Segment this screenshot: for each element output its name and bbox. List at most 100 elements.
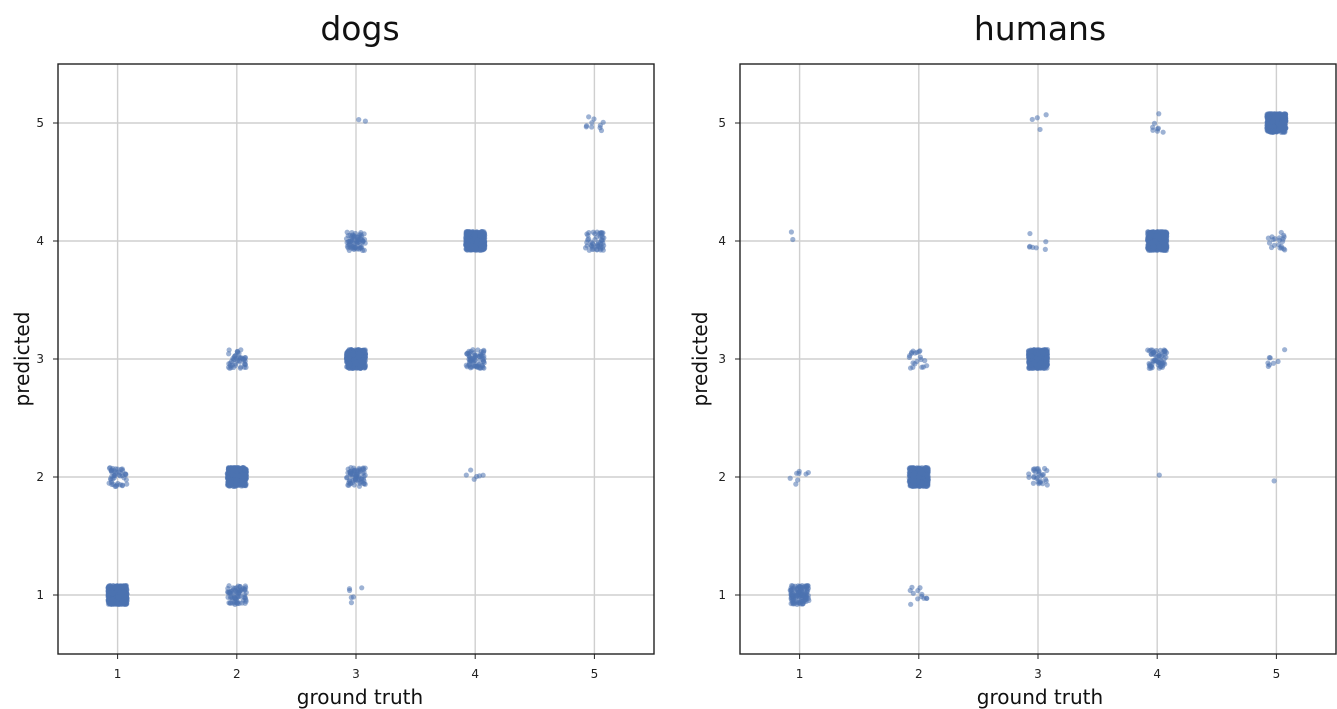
- humans-scatter-point: [1035, 466, 1041, 472]
- humans-scatter-point: [911, 465, 917, 472]
- humans-data-points: [787, 110, 1289, 608]
- dogs-scatter-point: [590, 241, 596, 247]
- humans-x-tick-label: 1: [796, 667, 804, 681]
- humans-scatter-point: [1027, 243, 1033, 249]
- dogs-scatter-point: [361, 481, 367, 487]
- dogs-scatter-point: [590, 229, 596, 235]
- humans-scatter-point: [803, 471, 809, 477]
- humans-scatter-point: [915, 588, 921, 594]
- humans-scatter-point: [1151, 120, 1158, 126]
- humans-scatter-point: [1034, 115, 1040, 121]
- humans-scatter-point: [800, 584, 806, 590]
- dogs-y-tick-label: 3: [36, 352, 44, 366]
- humans-scatter-point: [1044, 355, 1050, 361]
- dogs-scatter-point: [346, 586, 353, 592]
- humans-scatter-point: [795, 477, 801, 483]
- dogs-scatter-point: [121, 599, 127, 605]
- humans-scatter-point: [804, 583, 810, 589]
- humans-scatter-point: [1268, 244, 1275, 251]
- humans-scatter-point: [906, 354, 912, 360]
- dogs-scatter-point: [115, 600, 121, 607]
- humans-scatter-point: [1043, 112, 1049, 118]
- humans-scatter-point: [1031, 468, 1037, 474]
- dogs-scatter-point: [233, 597, 240, 603]
- humans-scatter-point: [1275, 358, 1281, 365]
- dogs-y-tick-label: 1: [36, 588, 44, 602]
- humans-scatter-point: [1037, 479, 1043, 485]
- humans-scatter-point: [1044, 482, 1050, 488]
- humans-scatter-point: [1270, 118, 1276, 124]
- humans-scatter-point: [1145, 245, 1151, 251]
- dogs-scatter-point: [111, 468, 117, 474]
- humans-scatter-point: [1026, 474, 1032, 480]
- humans-y-tick-label: 5: [718, 116, 726, 130]
- humans-scatter-point: [801, 598, 807, 604]
- humans-scatter-point: [1040, 471, 1046, 478]
- humans-scatter-point: [1029, 116, 1035, 123]
- humans-scatter-point: [1042, 246, 1048, 252]
- dogs-scatter-point: [226, 478, 233, 484]
- humans-scatter-point: [787, 475, 793, 481]
- dogs-scatter-point: [345, 482, 351, 488]
- dogs-scatter-point: [119, 482, 126, 488]
- humans-scatter-point: [1037, 126, 1043, 133]
- dogs-scatter-point: [474, 237, 480, 243]
- dogs-scatter-point: [348, 600, 355, 606]
- dogs-scatter-point: [239, 600, 245, 606]
- humans-scatter-point: [1150, 350, 1157, 356]
- dogs-scatter-point: [242, 361, 248, 368]
- humans-scatter-point: [918, 467, 924, 473]
- dogs-scatter-point: [238, 481, 245, 488]
- humans-scatter-point: [912, 361, 918, 367]
- humans-y-tick-label: 4: [718, 234, 726, 248]
- dogs-scatter-point: [466, 230, 473, 236]
- dogs-scatter-point: [480, 230, 487, 236]
- humans-scatter-point: [1034, 356, 1040, 362]
- humans-scatter-point: [794, 470, 800, 476]
- dogs-x-tick-label: 5: [591, 667, 599, 681]
- humans-y-axis-label: predicted: [688, 312, 712, 407]
- dogs-scatter-point: [479, 353, 485, 359]
- dogs-scatter-point: [589, 124, 595, 130]
- humans-scatter-point: [1266, 240, 1273, 246]
- dogs-scatter-point: [361, 231, 367, 237]
- dogs-scatter-point: [475, 347, 481, 353]
- dogs-scatter-point: [468, 245, 474, 252]
- humans-scatter-point: [1160, 232, 1166, 238]
- humans-scatter-point: [1265, 360, 1271, 366]
- dogs-scatter-point: [467, 364, 474, 370]
- humans-x-tick-label: 3: [1034, 667, 1042, 681]
- humans-scatter-point: [788, 229, 795, 235]
- dogs-scatter-point: [345, 466, 351, 472]
- dogs-scatter-point: [344, 243, 351, 250]
- dogs-scatter-point: [356, 476, 362, 483]
- dogs-scatter-point: [362, 118, 368, 124]
- dogs-scatter-point: [356, 245, 363, 251]
- humans-scatter-point: [1163, 247, 1169, 254]
- dogs-scatter-point: [361, 347, 367, 353]
- dogs-scatter-point: [582, 245, 589, 251]
- humans-scatter-point: [1043, 239, 1049, 245]
- humans-scatter-point: [1033, 245, 1039, 251]
- dogs-scatter-point: [473, 230, 479, 236]
- humans-scatter-point: [1146, 365, 1152, 371]
- dogs-scatter-point: [124, 481, 130, 487]
- humans-scatter-point: [1271, 478, 1277, 484]
- humans-scatter-point: [790, 598, 796, 604]
- dogs-scatter-point: [361, 473, 367, 480]
- dogs-scatter-point: [226, 351, 232, 357]
- dogs-scatter-point: [356, 354, 362, 360]
- humans-scatter-point: [804, 595, 810, 601]
- dogs-scatter-point: [355, 236, 361, 243]
- humans-scatter-point: [1155, 126, 1161, 132]
- dogs-scatter-point: [350, 594, 357, 600]
- humans-scatter-point: [1040, 350, 1046, 356]
- dogs-y-tick-label: 2: [36, 470, 44, 484]
- dogs-scatter-point: [350, 239, 356, 245]
- dogs-scatter-point: [594, 247, 600, 253]
- humans-scatter-point: [1043, 478, 1049, 484]
- dogs-scatter-point: [464, 351, 470, 357]
- dogs-scatter-point: [243, 585, 249, 591]
- dogs-x-tick-label: 3: [352, 667, 360, 681]
